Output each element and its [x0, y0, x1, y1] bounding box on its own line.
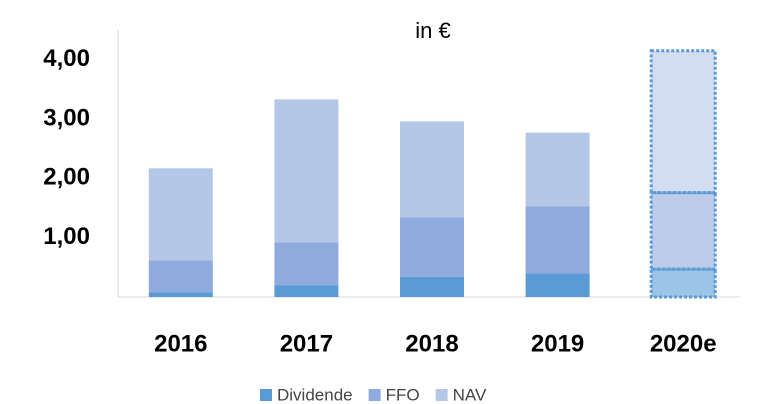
bar-segment	[649, 49, 717, 195]
legend-swatch	[435, 389, 448, 401]
y-tick-label: 1,00	[43, 223, 90, 250]
bar-segment	[649, 267, 717, 299]
y-tick-label: 4,00	[43, 45, 90, 72]
bar-segment	[525, 273, 590, 297]
bar-segment	[274, 285, 339, 297]
legend-label: FFO	[386, 385, 420, 404]
bar-segment	[148, 292, 213, 297]
bar-segment	[400, 276, 464, 297]
bar-segment	[525, 132, 590, 207]
bar-segment	[274, 99, 339, 243]
bar-segment	[148, 260, 213, 293]
legend-label: Dividende	[277, 385, 353, 404]
bar-segment	[649, 191, 717, 271]
bar-segment	[400, 121, 464, 218]
x-tick-label: 2020e	[650, 330, 717, 357]
y-tick-label: 2,00	[43, 164, 90, 191]
bar-segment	[274, 242, 339, 286]
legend-swatch	[260, 389, 272, 401]
bar-segment	[148, 168, 213, 261]
y-tick-label: 3,00	[43, 104, 90, 131]
legend-label: NAV	[453, 385, 487, 404]
x-tick-label: 2017	[280, 330, 333, 357]
bar-segment	[400, 217, 464, 277]
x-tick-label: 2016	[154, 330, 207, 357]
x-tick-label: 2018	[405, 330, 458, 357]
x-tick-label: 2019	[531, 330, 584, 357]
chart-subtitle: in €	[415, 18, 450, 43]
legend-swatch	[368, 389, 381, 401]
bar-segment	[525, 206, 590, 274]
